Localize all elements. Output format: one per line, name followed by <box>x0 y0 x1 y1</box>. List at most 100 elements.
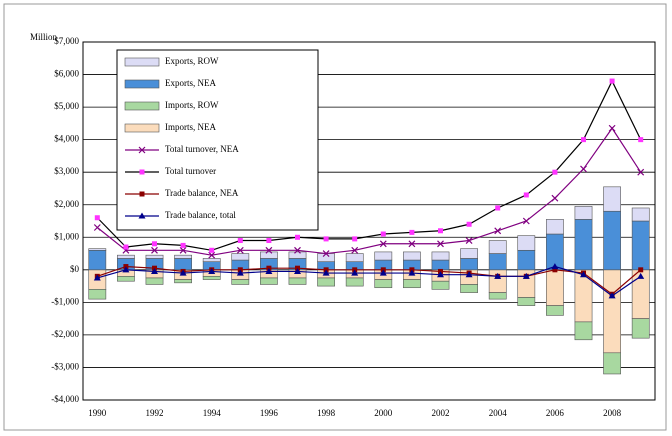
line-marker <box>552 267 558 273</box>
bar <box>460 258 478 271</box>
bar <box>517 235 536 251</box>
line-marker <box>437 240 444 248</box>
line-marker <box>379 269 387 276</box>
line-marker <box>494 227 502 235</box>
y-tick-label: $5,000 <box>54 101 79 111</box>
line-marker <box>294 246 301 254</box>
line-marker <box>294 267 301 274</box>
line-marker <box>408 269 416 276</box>
line-marker <box>93 224 101 231</box>
y-tick-label: $6,000 <box>54 69 79 79</box>
bar <box>517 249 536 271</box>
line <box>97 265 642 297</box>
legend-swatch <box>124 79 160 89</box>
bar <box>403 279 421 289</box>
y-tick-label: $3,000 <box>54 166 79 176</box>
bar <box>88 248 107 251</box>
x-tick-label: 1994 <box>203 408 222 418</box>
line-marker <box>295 234 300 240</box>
legend-label: Trade balance, total <box>165 210 236 220</box>
line-marker <box>236 269 244 276</box>
legend-marker <box>139 169 145 175</box>
legend-marker <box>138 212 146 219</box>
line-marker <box>351 246 359 254</box>
line-marker <box>608 292 616 299</box>
x-tick-label: 2004 <box>489 408 508 418</box>
line-marker <box>151 246 158 254</box>
line-marker <box>265 267 273 274</box>
bar <box>603 352 621 375</box>
line-marker <box>465 271 473 278</box>
bar <box>546 269 564 306</box>
x-tick-label: 2006 <box>546 408 565 418</box>
bar <box>174 254 192 259</box>
line-marker <box>638 267 644 273</box>
line-marker <box>180 242 186 248</box>
line-marker <box>609 78 615 84</box>
legend-label: Trade balance, NEA <box>165 188 239 198</box>
bar <box>546 305 564 316</box>
legend-label: Total turnover, NEA <box>165 144 239 154</box>
bar <box>260 277 278 285</box>
bar <box>403 251 421 261</box>
line-marker <box>351 269 359 276</box>
bar <box>202 276 221 280</box>
legend-label: Imports, NEA <box>165 122 216 132</box>
line-marker <box>438 228 443 234</box>
bar <box>488 240 507 254</box>
bar <box>631 220 650 271</box>
line-marker <box>465 237 473 244</box>
bar <box>460 284 478 293</box>
line-marker <box>93 274 101 281</box>
legend-label: Exports, ROW <box>165 56 219 66</box>
line-marker <box>123 244 129 250</box>
bar <box>574 321 593 341</box>
line-marker <box>608 124 616 132</box>
x-tick-label: 1998 <box>317 408 336 418</box>
bar <box>631 207 650 222</box>
bar <box>574 206 593 220</box>
bar <box>546 219 564 235</box>
bar <box>317 253 335 262</box>
y-tick-label: $2,000 <box>54 199 79 209</box>
line-marker <box>323 236 329 242</box>
bar <box>345 277 364 287</box>
line-marker <box>208 251 216 259</box>
line-marker <box>522 272 530 279</box>
line-marker <box>352 236 358 242</box>
y-tick-label: -$2,000 <box>51 329 79 339</box>
line-marker <box>494 272 502 279</box>
line-marker <box>408 240 416 248</box>
bar <box>488 253 507 271</box>
bar <box>345 253 364 262</box>
legend-label: Total turnover <box>165 166 216 176</box>
y-tick-label: $0 <box>70 264 80 274</box>
line-marker <box>551 263 559 270</box>
line-marker <box>522 217 530 225</box>
bar <box>145 277 164 285</box>
line-marker <box>322 250 330 257</box>
bar <box>145 254 164 259</box>
y-tick-label: -$1,000 <box>51 296 79 306</box>
line-marker <box>466 221 472 227</box>
legend-swatch <box>124 123 160 133</box>
bar <box>174 279 192 284</box>
line-marker <box>94 215 100 221</box>
bar <box>603 210 621 271</box>
line <box>96 127 642 256</box>
line-marker <box>209 247 215 253</box>
y-tick-label: $1,000 <box>54 231 79 241</box>
bar <box>603 186 621 212</box>
line-marker <box>437 271 444 278</box>
bar <box>431 280 450 290</box>
y-axis-label: Million <box>30 32 58 42</box>
bar <box>117 276 135 282</box>
line-marker <box>237 238 243 244</box>
bar <box>288 277 307 285</box>
line-marker <box>523 192 529 198</box>
bar <box>88 249 107 271</box>
line-marker <box>179 246 187 254</box>
legend-marker <box>138 146 146 154</box>
x-tick-label: 1996 <box>260 408 279 418</box>
x-tick-label: 2000 <box>374 408 393 418</box>
